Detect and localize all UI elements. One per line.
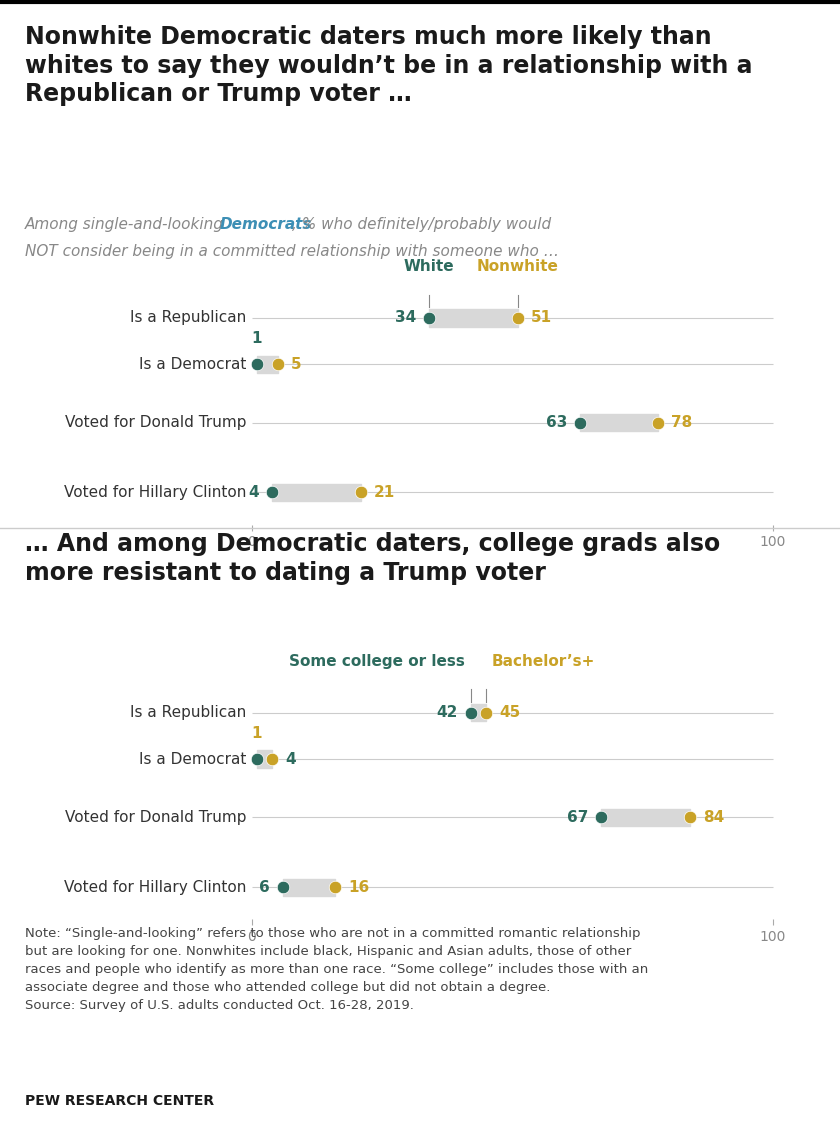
Text: Voted for Hillary Clinton: Voted for Hillary Clinton: [64, 880, 246, 895]
Text: White: White: [403, 259, 454, 274]
Text: 45: 45: [499, 705, 521, 720]
Text: Voted for Donald Trump: Voted for Donald Trump: [65, 810, 246, 825]
Text: Note: “Single-and-looking” refers to those who are not in a committed romantic r: Note: “Single-and-looking” refers to tho…: [25, 927, 648, 1012]
Text: 4: 4: [249, 485, 260, 500]
Text: 84: 84: [703, 810, 724, 825]
Text: PEW RESEARCH CENTER: PEW RESEARCH CENTER: [25, 1094, 214, 1108]
Text: Democrats: Democrats: [220, 217, 312, 231]
Text: 4: 4: [286, 751, 296, 767]
Text: 34: 34: [395, 310, 416, 325]
Text: 6: 6: [259, 880, 270, 895]
Text: Is a Democrat: Is a Democrat: [139, 751, 246, 767]
Text: 16: 16: [348, 880, 370, 895]
Text: Some college or less: Some college or less: [290, 654, 465, 669]
Text: Among single-and-looking: Among single-and-looking: [25, 217, 229, 231]
Text: Bachelor’s+: Bachelor’s+: [491, 654, 595, 669]
Text: 78: 78: [671, 415, 693, 430]
Text: NOT consider being in a committed relationship with someone who …: NOT consider being in a committed relati…: [25, 244, 559, 258]
Text: 5: 5: [291, 356, 302, 372]
Text: 67: 67: [566, 810, 588, 825]
Text: , % who definitely/probably would: , % who definitely/probably would: [292, 217, 551, 231]
Text: 51: 51: [531, 310, 552, 325]
Text: Voted for Hillary Clinton: Voted for Hillary Clinton: [64, 485, 246, 500]
Text: Is a Republican: Is a Republican: [130, 310, 246, 325]
Text: Voted for Donald Trump: Voted for Donald Trump: [65, 415, 246, 430]
Text: Is a Democrat: Is a Democrat: [139, 356, 246, 372]
Text: 1: 1: [251, 725, 262, 741]
Text: Is a Republican: Is a Republican: [130, 705, 246, 720]
Text: 21: 21: [374, 485, 396, 500]
Text: 42: 42: [436, 705, 458, 720]
Text: Nonwhite: Nonwhite: [476, 259, 559, 274]
Text: Nonwhite Democratic daters much more likely than
whites to say they wouldn’t be : Nonwhite Democratic daters much more lik…: [25, 25, 753, 106]
Text: 1: 1: [251, 331, 262, 346]
Text: 63: 63: [546, 415, 567, 430]
Text: … And among Democratic daters, college grads also
more resistant to dating a Tru: … And among Democratic daters, college g…: [25, 532, 721, 585]
